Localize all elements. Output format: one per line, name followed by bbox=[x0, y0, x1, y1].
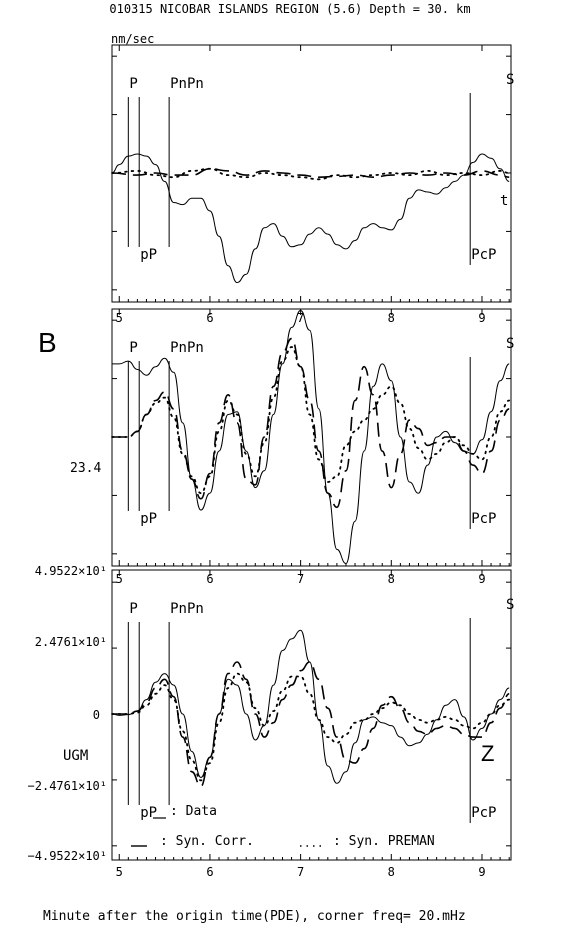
x-tick-label: 9 bbox=[478, 572, 485, 586]
x-tick-label: 5 bbox=[116, 865, 123, 879]
legend: : Data : Syn. Corr. : Syn. PREMAN bbox=[131, 804, 435, 849]
series-line-syn-corr bbox=[112, 337, 510, 509]
units-label: nm/sec bbox=[111, 32, 154, 46]
x-axis-label: Minute after the origin time(PDE), corne… bbox=[43, 909, 466, 924]
panel-letter: B bbox=[38, 327, 57, 358]
component-label: Z bbox=[481, 741, 494, 766]
y-tick-label: 0 bbox=[93, 708, 100, 722]
y-tick-label: 4.9522×10¹ bbox=[35, 564, 107, 578]
phase-label: S bbox=[506, 597, 514, 613]
panel-frame bbox=[111, 569, 512, 861]
x-tick-label: 7 bbox=[297, 311, 304, 325]
series-line-data bbox=[112, 309, 510, 565]
series-line-syn-preman bbox=[111, 672, 511, 782]
series-line-syn-corr bbox=[111, 167, 510, 179]
series-line-data bbox=[111, 629, 510, 784]
x-tick-label: 6 bbox=[206, 311, 213, 325]
x-tick-label: 9 bbox=[478, 311, 485, 325]
station-label: UGM bbox=[63, 748, 88, 764]
phase-label: pP bbox=[140, 511, 157, 527]
series-line-syn-corr bbox=[112, 661, 510, 788]
phase-label: PnPn bbox=[170, 76, 204, 92]
component-label-t: t bbox=[500, 193, 508, 209]
x-tick-label: 7 bbox=[297, 572, 304, 586]
legend-label-syn-corr: : Syn. Corr. bbox=[160, 834, 254, 849]
x-tick-label: 6 bbox=[206, 572, 213, 586]
x-tick-label: 8 bbox=[388, 572, 395, 586]
y-tick-label: −2.4761×10¹ bbox=[28, 779, 107, 793]
series-line-syn-preman bbox=[111, 167, 511, 181]
x-tick-label: 5 bbox=[116, 311, 123, 325]
phase-label: pP bbox=[140, 805, 157, 821]
phase-label: PcP bbox=[471, 805, 496, 821]
x-tick-label: 8 bbox=[388, 865, 395, 879]
phase-label: P bbox=[129, 76, 137, 92]
series-line-data bbox=[111, 153, 510, 284]
phase-label: PnPn bbox=[170, 601, 204, 617]
panels-layer: P PnPn SpP PcP t 5 6 7 8 9 P PnPn SpP PcP 5 5 6 6 7 7 8 8 9 9 P P… bbox=[111, 44, 514, 879]
phase-label: S bbox=[506, 336, 514, 352]
phase-label: pP bbox=[140, 247, 157, 263]
x-tick-label: 8 bbox=[388, 311, 395, 325]
legend-label-syn-preman: : Syn. PREMAN bbox=[333, 834, 435, 849]
series-line-syn-preman bbox=[111, 346, 511, 495]
phase-label: P bbox=[129, 340, 137, 356]
x-tick-label: 6 bbox=[206, 865, 213, 879]
x-tick-label: 9 bbox=[478, 865, 485, 879]
x-tick-label: 7 bbox=[297, 865, 304, 879]
phase-label: P bbox=[129, 601, 137, 617]
figure-title: 010315 NICOBAR ISLANDS REGION (5.6) Dept… bbox=[109, 2, 470, 16]
y-tick-label: −4.9522×10¹ bbox=[28, 849, 107, 863]
legend-label-data: : Data bbox=[170, 804, 217, 819]
y-tick-label: 23.4 bbox=[70, 461, 101, 476]
phase-label: PcP bbox=[471, 511, 496, 527]
phase-label: S bbox=[506, 72, 514, 88]
x-tick-label: 5 bbox=[116, 572, 123, 586]
y-tick-label: 2.4761×10¹ bbox=[35, 635, 107, 649]
phase-label: PnPn bbox=[170, 340, 204, 356]
phase-label: PcP bbox=[471, 247, 496, 263]
